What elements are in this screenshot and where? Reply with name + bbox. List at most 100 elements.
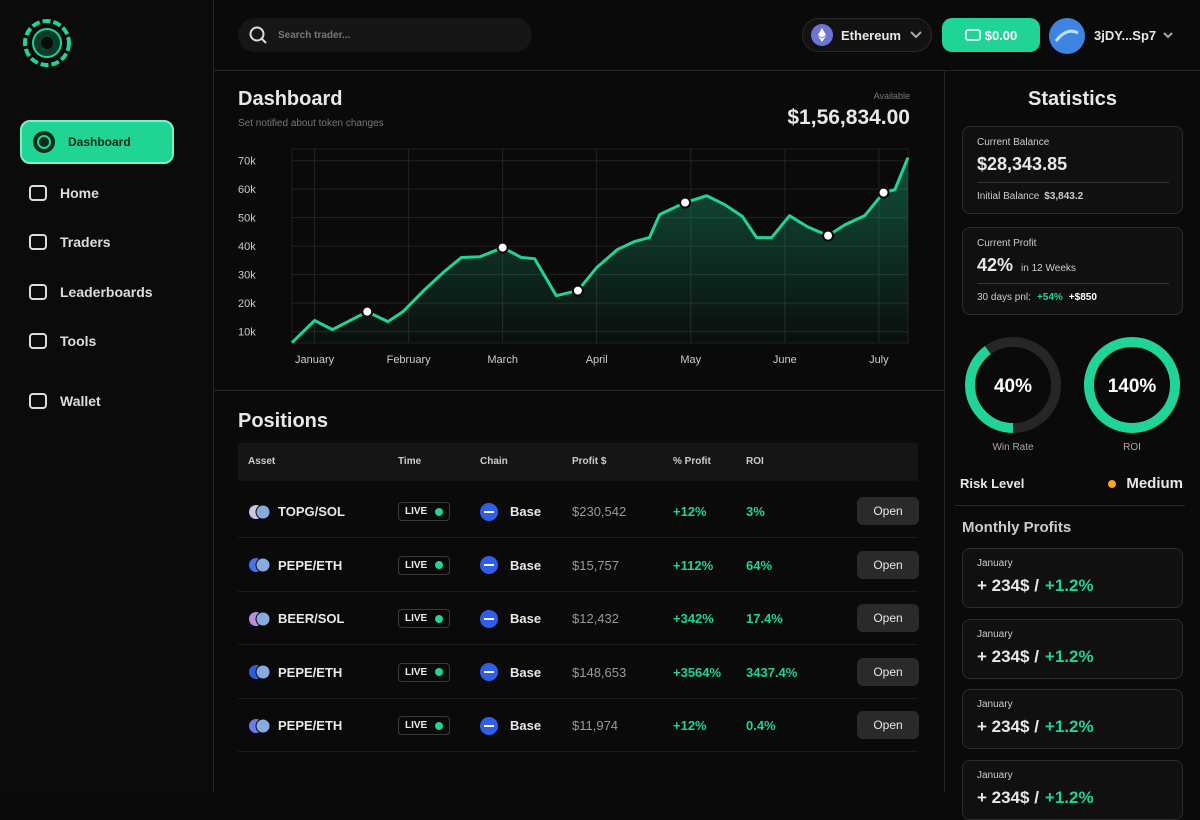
status-text: LIVE xyxy=(405,613,428,625)
cell-text: +342% xyxy=(673,611,714,627)
status-text: LIVE xyxy=(405,666,428,678)
cell-text: $15,757 xyxy=(572,557,619,573)
line xyxy=(290,156,910,344)
cell-time: LIVE xyxy=(398,539,451,592)
cell-time: LIVE xyxy=(398,699,451,752)
icon-shape xyxy=(484,724,494,727)
risk-label: Risk Level xyxy=(960,476,1025,491)
cell-text: +12% xyxy=(673,504,707,519)
chain-name: Base xyxy=(510,718,542,734)
nav-icon xyxy=(29,234,47,250)
change: +1.2% xyxy=(1044,646,1094,666)
nav-item[interactable]: Dashboard xyxy=(20,120,174,164)
icon-shape xyxy=(29,333,47,349)
cell-time: LIVE xyxy=(398,592,451,645)
chain-name: Base xyxy=(510,664,542,680)
nav-icon xyxy=(33,131,55,153)
cell-time: LIVE xyxy=(398,485,451,538)
status-text: LIVE xyxy=(405,559,428,571)
monthly-card: January + 234$ / +1.2% xyxy=(962,548,1183,608)
cell-chain: Base xyxy=(480,539,541,592)
status-dot xyxy=(435,614,444,623)
column-header: Time xyxy=(398,456,422,467)
cell-profit: $11,974 xyxy=(572,699,618,752)
open-button[interactable]: Open xyxy=(857,657,919,686)
chain-icon xyxy=(480,716,498,735)
cell-text: +3564% xyxy=(673,664,722,680)
amount: + 234$ / xyxy=(977,646,1039,666)
change: +1.2% xyxy=(1044,576,1094,595)
gauge-arc xyxy=(1084,337,1180,433)
month: January xyxy=(977,769,1013,781)
nav-item[interactable]: Tools xyxy=(28,326,96,356)
avatar[interactable] xyxy=(1048,17,1086,55)
row-divider xyxy=(238,644,918,646)
nav-item[interactable]: Wallet xyxy=(28,386,101,416)
network-icon xyxy=(811,24,833,46)
balance-button[interactable]: $0.00 xyxy=(942,18,1040,52)
nav-label: Home xyxy=(60,185,99,201)
cell-percent: +112% xyxy=(673,539,713,592)
pnl-amount: +$850 xyxy=(1068,292,1097,303)
cell-asset: PEPE/ETH xyxy=(248,646,342,699)
point-marker xyxy=(877,186,890,199)
y-tick-label: 30k xyxy=(238,270,256,282)
nav-item[interactable]: Leaderboards xyxy=(28,277,153,307)
amount: + 234$ / xyxy=(977,717,1039,736)
search-box[interactable]: Search trader... xyxy=(238,18,532,52)
column-header: ROI xyxy=(746,456,764,467)
point-marker xyxy=(496,241,509,254)
profit-card: Current Profit 42% in 12 Weeks 30 days pn… xyxy=(962,227,1183,315)
risk-value: Medium xyxy=(1126,475,1183,492)
point-marker xyxy=(571,284,584,297)
column-header: Asset xyxy=(248,456,276,467)
x-tick-label: July xyxy=(869,354,889,366)
card-divider xyxy=(977,283,1169,284)
monthly-card: January + 234$ / +1.2% xyxy=(962,689,1183,749)
account-menu[interactable]: 3jDY...Sp7 xyxy=(1094,18,1184,52)
open-button[interactable]: Open xyxy=(857,604,919,633)
monthly-card: January + 234$ / +1.2% xyxy=(962,618,1183,679)
nav-label: Tools xyxy=(60,333,97,349)
open-button[interactable]: Open xyxy=(857,497,919,525)
open-button[interactable]: Open xyxy=(857,550,919,579)
status-badge: LIVE xyxy=(398,555,451,575)
nav-icon xyxy=(29,284,47,300)
initial-value: $3,843.2 xyxy=(1044,191,1084,202)
month: January xyxy=(977,699,1013,710)
logo xyxy=(23,19,71,67)
asset-name: PEPE/ETH xyxy=(278,664,343,680)
icon-shape xyxy=(29,393,47,409)
change: +1.2% xyxy=(1044,787,1094,807)
icon-shape xyxy=(484,510,494,513)
x-tick-label: January xyxy=(295,354,335,366)
gauge-arc xyxy=(965,337,1061,433)
pnl-row: 30 days pnl: +54% +$850 xyxy=(977,292,1097,303)
statistics-panel xyxy=(944,71,1200,792)
icon-shape xyxy=(29,284,47,300)
cell-text: $12,432 xyxy=(572,611,619,627)
cell-chain: Base xyxy=(480,485,541,538)
chevron xyxy=(1163,32,1173,39)
cell-asset: BEER/SOL xyxy=(248,592,344,645)
cell-roi: 0.4% xyxy=(746,699,776,752)
nav-item[interactable]: Home xyxy=(28,178,99,208)
risk-value-row: Medium xyxy=(1108,475,1183,492)
sidebar: Dashboard Home Traders Leaderboards Tools Wal… xyxy=(0,0,214,792)
cell-roi: 3% xyxy=(746,485,765,538)
column-header: Chain xyxy=(480,456,508,467)
open-button[interactable]: Open xyxy=(857,711,919,740)
card-label: Current Balance xyxy=(977,137,1050,148)
nav-icon xyxy=(29,393,47,409)
row-divider xyxy=(238,590,918,592)
cell-text: 3% xyxy=(746,504,765,519)
status-badge: LIVE xyxy=(398,662,451,682)
network-select[interactable]: Ethereum xyxy=(802,18,932,52)
status-dot xyxy=(435,561,444,570)
nav-icon xyxy=(29,333,47,349)
point-marker xyxy=(822,229,835,242)
gauge-name: ROI xyxy=(1123,442,1141,453)
gauge-name: Win Rate xyxy=(992,442,1034,453)
nav-item[interactable]: Traders xyxy=(28,227,111,257)
asset-name: TOPG/SOL xyxy=(278,504,345,519)
